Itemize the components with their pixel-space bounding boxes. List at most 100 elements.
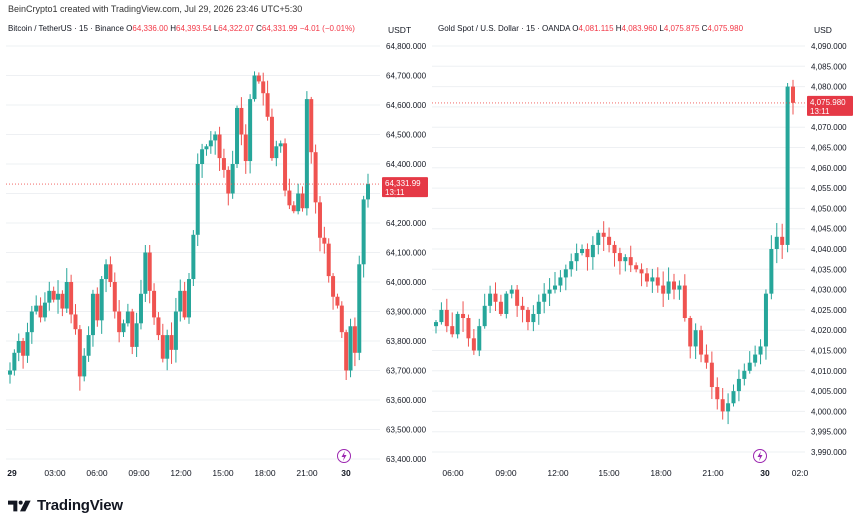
candle: [69, 274, 74, 324]
candle-body: [42, 302, 47, 318]
price-tick-label: 64,400.000: [386, 160, 427, 169]
candle-body: [493, 293, 498, 302]
candle-body: [173, 311, 178, 350]
candle-body: [104, 264, 109, 280]
candle-body: [156, 317, 161, 336]
price-tick-label: 4,040.000: [811, 245, 847, 254]
candle-body: [182, 290, 187, 318]
candle: [82, 348, 87, 382]
candle-body: [644, 273, 649, 282]
candle-body: [25, 332, 30, 356]
candle-body: [230, 164, 235, 194]
candle: [99, 275, 104, 334]
candle-body: [121, 323, 126, 333]
candle: [208, 131, 213, 154]
tradingview-footer[interactable]: TradingView: [8, 497, 123, 514]
candle-body: [326, 243, 331, 277]
candle-body: [639, 269, 644, 274]
time-tick-label: 21:00: [296, 468, 318, 478]
lightning-icon[interactable]: [337, 449, 351, 463]
candle: [617, 247, 622, 275]
candle: [169, 322, 174, 364]
candle: [47, 281, 52, 311]
price-tick-label: 63,800.000: [386, 337, 427, 346]
candle: [200, 143, 205, 178]
candles: [434, 79, 795, 425]
ohlc-high-label: H: [170, 24, 176, 33]
candle: [461, 301, 466, 333]
candle-body: [147, 252, 152, 291]
candle: [504, 291, 509, 319]
candle-body: [563, 269, 568, 278]
candle: [339, 301, 344, 338]
candle: [21, 337, 26, 369]
candle-body: [152, 290, 157, 318]
candle-body: [160, 335, 165, 359]
chart-pane-bitcoin[interactable]: Bitcoin / TetherUS · 15 · Binance O64,33…: [0, 0, 430, 490]
candle: [563, 264, 568, 291]
candle-body: [313, 152, 318, 203]
ohlc-close: 64,331.99: [261, 24, 298, 33]
candle: [29, 305, 34, 344]
candle-body: [82, 355, 87, 377]
candle: [195, 153, 200, 246]
price-tick-label: 4,090.000: [811, 42, 847, 51]
candle: [536, 294, 541, 325]
price-tick-label: 4,000.000: [811, 407, 847, 416]
candle-body: [758, 346, 763, 355]
candle: [455, 311, 460, 339]
candle-body: [553, 285, 557, 290]
candle: [466, 314, 471, 347]
candle: [471, 329, 476, 355]
candle-body: [547, 289, 552, 294]
time-tick-label: 09:00: [495, 468, 517, 478]
candle: [558, 270, 563, 293]
ohlc-close: 4,075.980: [707, 24, 744, 33]
time-tick-label: 30: [341, 468, 351, 478]
ohlc-high-label: H: [615, 24, 622, 33]
candle: [160, 323, 165, 363]
candle: [235, 105, 240, 168]
candle: [265, 80, 270, 121]
price-tick-label: 3,990.000: [811, 448, 847, 457]
candle-body: [461, 313, 466, 319]
candle-body: [623, 257, 628, 262]
candle-body: [269, 116, 274, 159]
candle: [509, 285, 514, 299]
candle: [661, 271, 666, 307]
last-price-badge: [382, 177, 428, 198]
candle-body: [317, 202, 322, 238]
price-tick-label: 64,600.000: [386, 101, 427, 110]
candle: [204, 144, 209, 156]
candle: [747, 351, 752, 374]
price-chart-gold[interactable]: 4,090.0004,085.0004,080.0004,075.0004,07…: [430, 0, 860, 490]
candle-body: [256, 75, 261, 82]
candle-body: [747, 362, 752, 371]
candle: [482, 293, 487, 329]
candle-body: [682, 285, 687, 319]
price-tick-label: 64,800.000: [386, 42, 427, 51]
ohlc-low-label: L: [213, 24, 219, 33]
candle-body: [688, 318, 693, 347]
candle: [655, 267, 660, 293]
symbol-legend: Gold Spot / U.S. Dollar · 15 · OANDA O4,…: [438, 24, 743, 33]
candle: [331, 273, 336, 310]
candle: [261, 72, 266, 106]
candle-body: [191, 234, 196, 280]
candle-body: [558, 277, 563, 286]
candle: [252, 71, 257, 102]
candle-body: [742, 370, 747, 379]
candle: [709, 351, 714, 400]
time-tick-label: 29: [7, 468, 17, 478]
candle: [774, 223, 779, 264]
currency-label: USD: [814, 25, 832, 35]
candle-body: [130, 311, 135, 347]
candle: [221, 148, 226, 178]
price-tick-label: 4,030.000: [811, 286, 847, 295]
price-tick-label: 63,600.000: [386, 396, 427, 405]
chart-pane-gold[interactable]: Gold Spot / U.S. Dollar · 15 · OANDA O4,…: [430, 0, 860, 490]
price-chart-bitcoin[interactable]: 64,800.000 64,700.000 64,600.000 64,500.000…: [0, 0, 430, 490]
candle-body: [434, 322, 438, 327]
candle: [90, 289, 95, 347]
lightning-icon[interactable]: [753, 449, 767, 463]
